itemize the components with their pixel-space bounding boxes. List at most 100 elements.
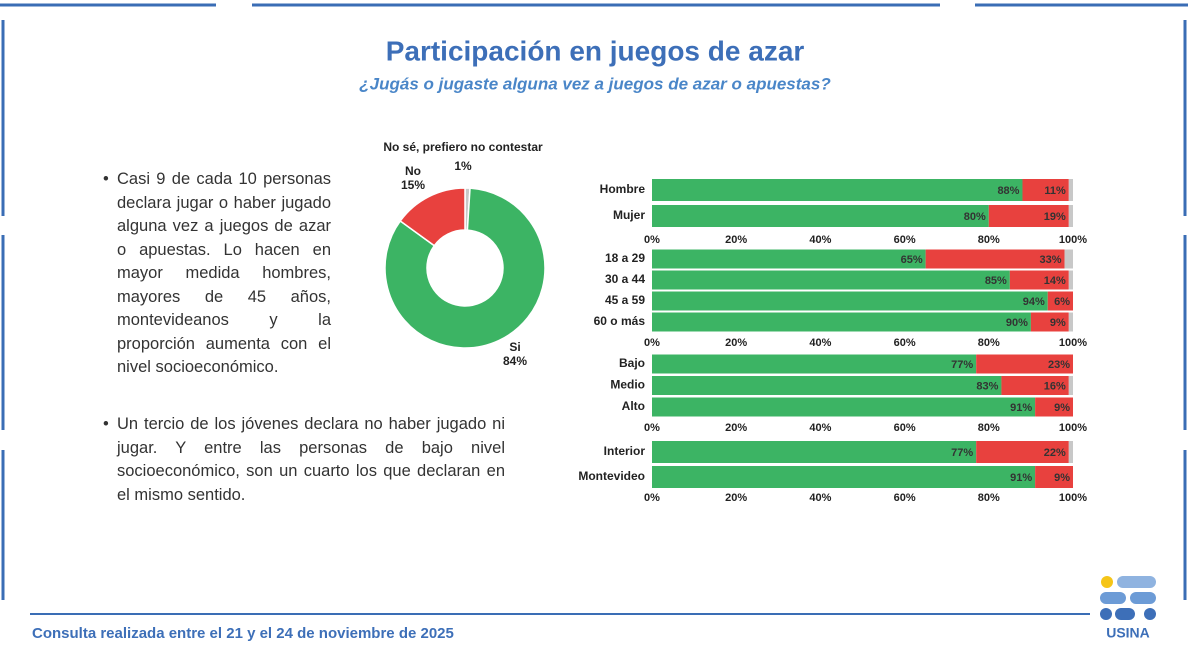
x-tick-label: 60%	[894, 492, 916, 504]
x-tick-label: 80%	[978, 422, 1000, 434]
x-tick-label: 20%	[725, 422, 747, 434]
value-label: 80%	[964, 211, 986, 223]
bullet: Casi 9 de cada 10 personas declara jugar…	[103, 168, 331, 380]
x-tick-label: 80%	[978, 234, 1000, 246]
slice-label: No sé, prefiero no contestar	[383, 140, 543, 154]
category-label: Hombre	[600, 182, 646, 196]
logo-text: USINA	[1106, 625, 1150, 641]
value-label: 19%	[1044, 211, 1066, 223]
bar-segment	[1009, 270, 1069, 290]
category-label: 18 a 29	[605, 251, 645, 265]
bar-segment	[1068, 312, 1073, 332]
x-tick-label: 0%	[644, 492, 660, 504]
value-label: 94%	[1023, 296, 1045, 308]
value-label: 23%	[1048, 359, 1070, 371]
bar-segment	[652, 376, 1002, 395]
slice-value: 15%	[401, 178, 425, 192]
bar-segment	[652, 249, 926, 269]
value-label: 22%	[1044, 447, 1066, 459]
value-label: 33%	[1040, 254, 1062, 266]
x-tick-label: 100%	[1059, 492, 1087, 504]
x-tick-label: 60%	[894, 422, 916, 434]
bar-segment	[925, 249, 1065, 269]
value-label: 9%	[1054, 402, 1070, 414]
value-label: 16%	[1044, 380, 1066, 392]
value-label: 83%	[976, 380, 998, 392]
bar-segment	[652, 291, 1048, 311]
bar-segment	[976, 354, 1073, 374]
donut-slice	[384, 187, 546, 349]
value-label: 6%	[1054, 296, 1070, 308]
bar-segment	[1064, 249, 1073, 269]
bar-segment	[1035, 466, 1073, 488]
bar-segment	[1068, 441, 1073, 463]
bar-segment	[652, 312, 1031, 332]
bar-segment	[976, 441, 1069, 463]
x-tick-label: 20%	[725, 234, 747, 246]
value-label: 14%	[1044, 275, 1066, 287]
x-tick-label: 40%	[809, 422, 831, 434]
bar-segment	[1035, 397, 1073, 417]
value-label: 77%	[951, 447, 973, 459]
category-label: 30 a 44	[605, 272, 645, 286]
bar-segment	[988, 205, 1069, 227]
value-label: 88%	[997, 185, 1019, 197]
x-tick-label: 40%	[809, 337, 831, 349]
category-label: 45 a 59	[605, 293, 645, 307]
category-label: 60 o más	[594, 314, 646, 328]
bar-segment	[652, 441, 977, 463]
x-tick-label: 100%	[1059, 337, 1087, 349]
x-tick-label: 0%	[644, 337, 660, 349]
x-tick-label: 60%	[894, 234, 916, 246]
category-label: Montevideo	[578, 469, 645, 483]
bar-segment	[652, 179, 1023, 201]
slice-value: 1%	[454, 159, 472, 173]
category-label: Mujer	[613, 208, 645, 222]
x-tick-label: 20%	[725, 492, 747, 504]
value-label: 11%	[1044, 185, 1066, 197]
donut-slice	[399, 187, 466, 247]
x-tick-label: 0%	[644, 422, 660, 434]
bar-segment	[1068, 376, 1073, 395]
x-tick-label: 100%	[1059, 234, 1087, 246]
bar-segment	[1068, 205, 1073, 227]
x-tick-label: 20%	[725, 337, 747, 349]
bar-segment	[652, 270, 1010, 290]
value-label: 9%	[1050, 317, 1066, 329]
bar-segment	[1001, 376, 1069, 395]
bar-segment	[1068, 179, 1073, 201]
slice-value: 84%	[503, 354, 527, 368]
subtitle: ¿Jugás o jugaste alguna vez a juegos de …	[359, 74, 831, 93]
x-tick-label: 40%	[809, 234, 831, 246]
value-label: 90%	[1006, 317, 1028, 329]
slice-label: Si	[509, 340, 520, 354]
x-tick-label: 0%	[644, 234, 660, 246]
bar-segment	[1068, 270, 1073, 290]
bar-segment	[1022, 179, 1069, 201]
value-label: 77%	[951, 359, 973, 371]
bullet: Un tercio de los jóvenes declara no habe…	[103, 413, 505, 507]
value-label: 65%	[901, 254, 923, 266]
slice-label: No	[405, 164, 421, 178]
bar-segment	[1030, 312, 1069, 332]
category-label: Medio	[610, 378, 645, 392]
value-label: 91%	[1010, 402, 1032, 414]
bar-segment	[652, 354, 977, 374]
value-label: 91%	[1010, 472, 1032, 484]
category-label: Alto	[622, 399, 645, 413]
value-label: 9%	[1054, 472, 1070, 484]
decoration	[0, 3, 1188, 615]
category-label: Interior	[604, 444, 646, 458]
x-tick-label: 40%	[809, 492, 831, 504]
x-tick-label: 100%	[1059, 422, 1087, 434]
bar-segment	[652, 466, 1036, 488]
footer-note: Consulta realizada entre el 21 y el 24 d…	[32, 625, 454, 642]
title: Participación en juegos de azar	[386, 35, 805, 66]
bar-segment	[652, 205, 989, 227]
logo: USINA	[1100, 576, 1156, 641]
category-label: Bajo	[619, 356, 645, 370]
x-tick-label: 80%	[978, 337, 1000, 349]
bar-segment	[1047, 291, 1073, 311]
